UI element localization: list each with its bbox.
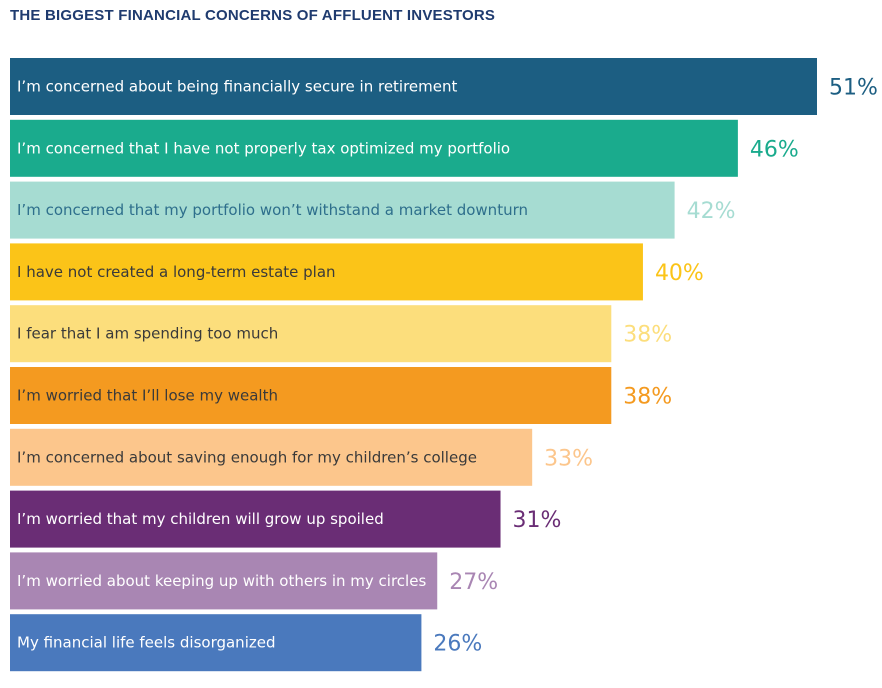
bar (10, 119, 738, 177)
bar-value-label: 26% (433, 632, 482, 657)
bar (10, 58, 817, 115)
bars-layer: I’m concerned about being financially se… (10, 58, 878, 672)
bar-group: I’m worried that my children will grow u… (10, 490, 562, 548)
bar-category-label: I’m worried that my children will grow u… (17, 510, 384, 528)
bar-value-label: 27% (449, 570, 498, 595)
bar-category-label: I’m concerned about saving enough for my… (17, 448, 477, 466)
bar-value-label: 51% (829, 76, 878, 101)
bar-value-label: 38% (623, 323, 672, 348)
bar (10, 181, 675, 239)
bar-group: I’m concerned that my portfolio won’t wi… (10, 181, 736, 239)
bar (10, 490, 501, 548)
bar (10, 614, 422, 672)
bar-value-label: 33% (544, 446, 593, 471)
bar-value-label: 46% (750, 137, 799, 162)
bar (10, 552, 438, 610)
bar-category-label: I’m concerned that my portfolio won’t wi… (17, 201, 528, 219)
bar-group: I’m worried that I’ll lose my wealth 38% (10, 367, 672, 424)
bar-category-label: I’m concerned that I have not properly t… (17, 139, 510, 157)
bar-category-label: I fear that I am spending too much (17, 325, 278, 343)
bar-value-label: 31% (513, 508, 562, 533)
bar-category-label: I have not created a long-term estate pl… (17, 263, 336, 281)
bar-group: I’m concerned about being financially se… (10, 58, 878, 115)
bar-group: My financial life feels disorganized 26% (10, 614, 482, 672)
chart-title: THE BIGGEST FINANCIAL CONCERNS OF AFFLUE… (10, 7, 496, 24)
bar-group: I’m concerned about saving enough for my… (10, 428, 593, 486)
bar (10, 428, 533, 486)
bar-value-label: 40% (655, 261, 704, 286)
bar-category-label: My financial life feels disorganized (17, 634, 275, 652)
bar-group: I fear that I am spending too much 38% (10, 305, 672, 363)
bar-category-label: I’m worried that I’ll lose my wealth (17, 387, 278, 405)
bar (10, 305, 612, 363)
bar-category-label: I’m concerned about being financially se… (17, 78, 458, 96)
bar-category-label: I’m worried about keeping up with others… (17, 572, 426, 590)
bar-group: I have not created a long-term estate pl… (10, 243, 704, 301)
bar-value-label: 42% (687, 199, 736, 224)
bar-group: I’m concerned that I have not properly t… (10, 119, 799, 177)
bar-value-label: 38% (623, 385, 672, 410)
bar (10, 367, 612, 424)
bar (10, 243, 643, 301)
bar-group: I’m worried about keeping up with others… (10, 552, 498, 610)
